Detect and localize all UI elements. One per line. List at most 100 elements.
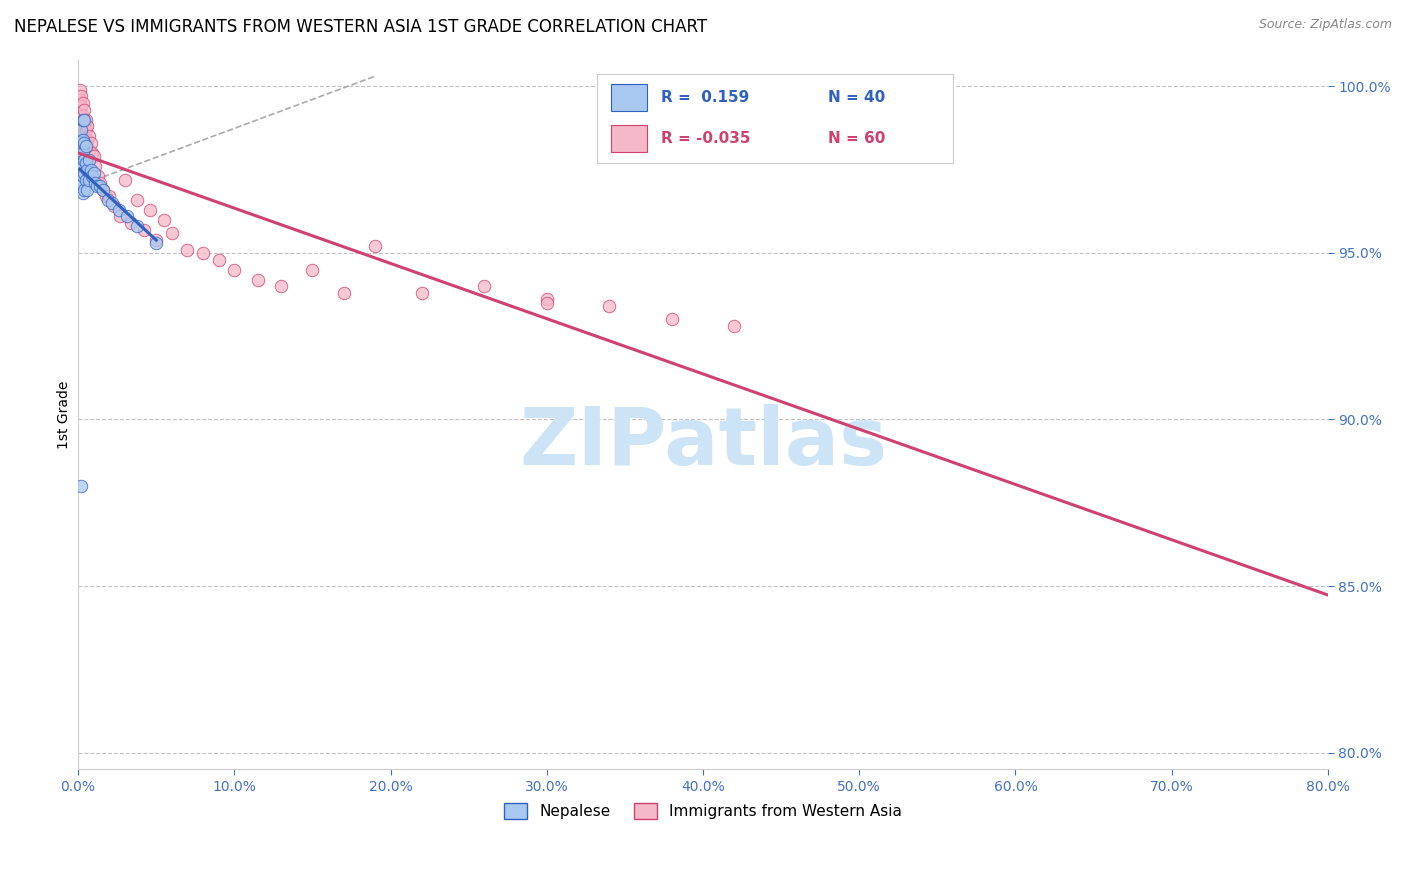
- Point: [70, 109, 93, 123]
- Point: [160, 226, 183, 240]
- Legend: Nepalese, Immigrants from Western Asia: Nepalese, Immigrants from Western Asia: [498, 797, 908, 825]
- Point: [91, 182, 114, 196]
- Point: [127, 219, 149, 234]
- Point: [72, 109, 94, 123]
- Point: [87, 169, 110, 184]
- Point: [91, 182, 114, 196]
- Point: [70, 162, 93, 177]
- Point: [72, 169, 94, 184]
- Point: [120, 216, 142, 230]
- Point: [301, 262, 323, 277]
- Point: [72, 145, 94, 160]
- Text: NEPALESE VS IMMIGRANTS FROM WESTERN ASIA 1ST GRADE CORRELATION CHART: NEPALESE VS IMMIGRANTS FROM WESTERN ASIA…: [14, 18, 707, 36]
- Point: [73, 139, 96, 153]
- Text: ZIPatlas: ZIPatlas: [519, 404, 887, 482]
- Point: [332, 285, 354, 300]
- Point: [70, 122, 93, 136]
- Point: [70, 99, 93, 113]
- Point: [77, 129, 100, 144]
- Point: [77, 172, 100, 186]
- Point: [132, 222, 155, 236]
- Point: [72, 112, 94, 127]
- Point: [139, 202, 162, 217]
- Point: [107, 202, 129, 217]
- Point: [75, 172, 97, 186]
- Point: [75, 122, 97, 136]
- Point: [536, 293, 558, 307]
- Point: [103, 199, 125, 213]
- Point: [70, 132, 93, 146]
- Point: [72, 159, 94, 173]
- Point: [97, 193, 120, 207]
- Point: [723, 319, 745, 334]
- Point: [72, 186, 94, 200]
- Point: [127, 193, 149, 207]
- Point: [89, 179, 111, 194]
- Point: [83, 149, 105, 163]
- Point: [145, 235, 167, 250]
- Point: [86, 179, 108, 194]
- Point: [73, 136, 96, 150]
- Point: [82, 145, 104, 160]
- Point: [101, 195, 124, 210]
- Point: [70, 145, 93, 160]
- Point: [76, 182, 98, 196]
- Point: [145, 233, 167, 247]
- Point: [115, 209, 138, 223]
- Point: [76, 132, 98, 146]
- Point: [153, 212, 176, 227]
- Point: [114, 172, 136, 186]
- Point: [77, 153, 100, 167]
- Point: [69, 112, 91, 127]
- Point: [69, 103, 91, 117]
- Point: [110, 209, 132, 223]
- Point: [79, 162, 101, 177]
- Point: [82, 169, 104, 184]
- Point: [98, 189, 121, 203]
- Point: [75, 136, 97, 150]
- Point: [73, 126, 96, 140]
- Point: [72, 95, 94, 110]
- Point: [72, 120, 94, 134]
- Point: [96, 189, 118, 203]
- Point: [72, 129, 94, 144]
- Point: [73, 153, 96, 167]
- Point: [70, 120, 93, 134]
- Point: [75, 156, 97, 170]
- Point: [73, 166, 96, 180]
- Point: [70, 479, 93, 493]
- Point: [191, 245, 214, 260]
- Point: [598, 299, 620, 313]
- Point: [70, 89, 93, 103]
- Point: [661, 312, 683, 326]
- Point: [72, 143, 94, 157]
- Point: [224, 262, 246, 277]
- Point: [76, 120, 98, 134]
- Point: [536, 295, 558, 310]
- Point: [411, 285, 433, 300]
- Point: [70, 176, 93, 190]
- Point: [69, 93, 91, 107]
- Point: [69, 82, 91, 96]
- Y-axis label: 1st Grade: 1st Grade: [58, 380, 72, 449]
- Point: [176, 243, 198, 257]
- Point: [75, 112, 97, 127]
- Point: [73, 182, 96, 196]
- Point: [84, 176, 107, 190]
- Point: [472, 279, 495, 293]
- Point: [73, 103, 96, 117]
- Point: [69, 179, 91, 194]
- Point: [84, 159, 107, 173]
- Point: [69, 136, 91, 150]
- Point: [246, 272, 269, 286]
- Point: [77, 143, 100, 157]
- Text: Source: ZipAtlas.com: Source: ZipAtlas.com: [1258, 18, 1392, 31]
- Point: [70, 132, 93, 146]
- Point: [89, 176, 111, 190]
- Point: [73, 112, 96, 127]
- Point: [208, 252, 231, 267]
- Point: [270, 279, 292, 293]
- Point: [73, 116, 96, 130]
- Point: [364, 239, 387, 253]
- Point: [83, 166, 105, 180]
